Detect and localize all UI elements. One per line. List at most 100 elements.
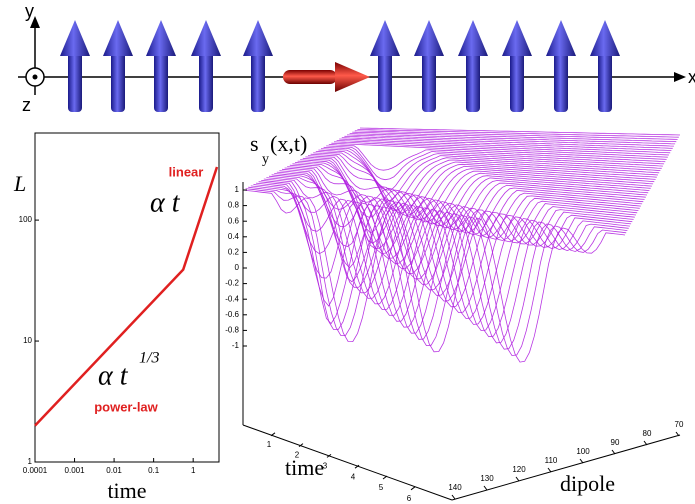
dipole-tick-label: 130 <box>480 474 494 483</box>
x-label: x <box>688 67 695 87</box>
surface-line <box>268 175 638 302</box>
dipole-tick-label: 140 <box>448 483 462 492</box>
z-tick-label: -0.8 <box>225 326 239 335</box>
spin-shaft <box>554 52 568 112</box>
surface-line <box>287 166 646 264</box>
time-tick-label: 3 <box>323 462 328 471</box>
z-label: z <box>22 95 31 115</box>
surface-line <box>341 137 672 151</box>
spin-shaft <box>251 52 265 112</box>
surface-line <box>248 186 628 350</box>
x-axis-label: time <box>107 478 146 503</box>
plot-frame <box>34 132 220 463</box>
surface-line <box>300 159 652 234</box>
spin-head <box>146 20 176 56</box>
y-label: y <box>25 1 34 21</box>
surface-line <box>302 157 654 223</box>
surface-line <box>354 130 678 140</box>
surface-line <box>328 144 666 171</box>
dipole-tick <box>547 467 552 473</box>
spin-shaft <box>378 52 392 112</box>
surface-line <box>339 138 671 154</box>
x-tick-label: 0.01 <box>106 466 122 475</box>
surface-line <box>271 174 639 296</box>
surface-line <box>307 155 656 219</box>
z-tick-label: -0.2 <box>225 279 239 288</box>
spin-head <box>414 20 444 56</box>
surface-line <box>333 141 668 158</box>
time-tick-label: 4 <box>351 472 356 481</box>
y-arrowhead <box>30 16 40 28</box>
dipole-tick-label: 80 <box>643 429 652 438</box>
spin-head <box>191 20 221 56</box>
time-tick <box>354 464 360 469</box>
annotation-superscript: 1/3 <box>139 350 159 367</box>
dipole-tick-label: 110 <box>545 456 558 465</box>
time-axis <box>242 424 453 501</box>
spin-head <box>60 20 90 56</box>
surface-line <box>279 170 643 280</box>
time-tick-label: 6 <box>407 494 412 503</box>
growth-line <box>34 166 219 427</box>
y-axis-label: L <box>13 171 26 196</box>
z-axis-dot <box>32 74 38 80</box>
surface-line <box>258 181 633 325</box>
z-tick-label: -0.6 <box>225 310 239 319</box>
spin-shaft <box>422 52 436 112</box>
spin-head <box>502 20 532 56</box>
dipole-tick <box>579 458 584 464</box>
x-tick-label: 0.001 <box>65 466 86 475</box>
dipole-tick-label: 90 <box>611 438 620 447</box>
surface-line <box>305 156 655 221</box>
surface-line <box>310 153 657 216</box>
time-tick-label: 1 <box>267 440 272 449</box>
spin-head <box>103 20 133 56</box>
time-tick-label: 5 <box>379 483 384 492</box>
z-label: s <box>250 131 259 156</box>
spin-head <box>546 20 576 56</box>
surface-chart: 1 0.8 0.6 0.4 0.2 0 -0.2 -0.4 -0.6 -0.8 -1 1 2 3 4 5 6 70… <box>225 127 684 503</box>
x-tick-label: 1 <box>191 466 196 475</box>
z-tick-label: 1 <box>235 185 240 194</box>
surface-line <box>357 129 679 138</box>
dipole-tick <box>643 440 648 446</box>
dipole-tick-label: 70 <box>675 420 684 429</box>
annotation: power-law <box>94 399 158 414</box>
z-tick-label: 0.4 <box>228 232 240 241</box>
y-tick-label: 100 <box>19 215 33 224</box>
surface-line <box>323 146 663 191</box>
spin-diagram: y x z <box>18 1 695 115</box>
y-tick-label: 1 <box>28 457 33 466</box>
dipole-tick-label: 120 <box>512 465 526 474</box>
time-tick <box>326 453 332 458</box>
dipole-tick <box>451 494 456 500</box>
surface-line <box>266 177 637 308</box>
surface-line <box>281 168 644 275</box>
time-tick <box>382 475 388 480</box>
spin-shaft <box>598 52 612 112</box>
surface-line <box>274 173 640 291</box>
surface-line <box>320 148 662 202</box>
spin-shaft <box>111 52 125 112</box>
spin-shaft <box>466 52 480 112</box>
y-tick-label: 10 <box>23 336 32 345</box>
propagation-arrow-shaft <box>283 70 337 84</box>
surface-line <box>326 145 665 181</box>
surface-line <box>250 185 629 344</box>
x-arrowhead <box>674 72 686 82</box>
surface-line <box>336 140 670 156</box>
surface-line <box>284 167 645 269</box>
dipole-axis-label: dipole <box>560 471 615 496</box>
dipole-tick-label: 100 <box>576 447 590 456</box>
dipole-tick <box>483 485 488 491</box>
surface-line <box>346 134 674 147</box>
z-tick-label: 0.2 <box>228 248 240 257</box>
z-tick-label: 0.8 <box>228 201 240 210</box>
time-tick <box>270 432 276 437</box>
z-label-rest: (x,t) <box>270 131 307 156</box>
surface-line <box>331 142 667 160</box>
spin-head <box>370 20 400 56</box>
time-tick <box>410 486 416 491</box>
